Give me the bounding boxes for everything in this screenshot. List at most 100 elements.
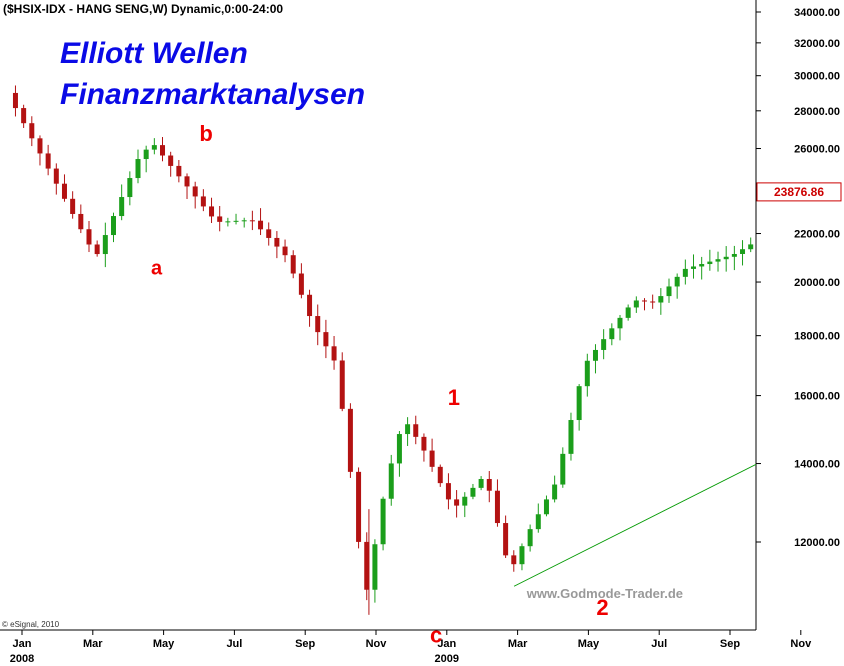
candle-body (184, 176, 190, 187)
candle-body (756, 240, 761, 245)
candle-body (773, 226, 778, 233)
candle-body (609, 328, 615, 340)
candle-body (429, 450, 435, 467)
candle-body (225, 221, 231, 223)
candle-body (707, 261, 713, 265)
candle-body (765, 233, 770, 240)
candle-body (617, 317, 623, 329)
candle-body (462, 496, 468, 506)
candle-body (192, 186, 198, 197)
candle-body (323, 332, 329, 347)
month-label: Mar (83, 638, 103, 650)
price-axis: 12000.00 14000.00 16000.00 18000.00 20000.00… (756, 7, 840, 549)
annotation: b (199, 121, 212, 146)
candle-body (437, 466, 443, 484)
candle-body (143, 149, 149, 160)
candle-body (266, 229, 272, 238)
candle-body (454, 499, 460, 506)
price-tick-label: 30000.00 (794, 71, 840, 83)
title-line-2: Finanzmarktanalysen (60, 78, 365, 111)
candle-body (364, 541, 370, 590)
candle-body (568, 420, 574, 454)
month-label: May (578, 638, 600, 650)
candle-body (200, 196, 206, 207)
candle-body (176, 165, 182, 177)
candle-body (331, 346, 337, 361)
candle-body (102, 235, 108, 255)
candle-body (470, 487, 476, 497)
candle-body (797, 213, 802, 216)
wave-annotations: abc123bac4e?RallyansageEinstieg: 19995St… (151, 121, 609, 648)
annotation: 2 (596, 595, 608, 620)
candle-body (503, 523, 509, 556)
watermark: www.Godmode-Trader.de (526, 586, 683, 601)
price-tick-label: 18000.00 (794, 331, 840, 343)
candle-body (805, 213, 810, 222)
title-line-1: Elliott Wellen (60, 37, 248, 70)
candle-body (723, 256, 729, 260)
candle-body (29, 123, 35, 139)
month-label: Jan (437, 638, 456, 650)
candle-body (290, 255, 296, 274)
candle-body (584, 360, 590, 387)
candle-body (12, 92, 18, 109)
candle-body (625, 307, 631, 318)
price-tick-label: 22000.00 (794, 229, 840, 241)
candle-body (21, 108, 27, 124)
candle-body (699, 264, 705, 267)
candle-body (715, 259, 721, 262)
candle-body (535, 514, 541, 530)
lower-trendline (513, 463, 756, 587)
month-label: May (153, 638, 175, 650)
candle-body (249, 220, 255, 222)
candle-body (519, 546, 525, 565)
price-tick-label: 34000.00 (794, 7, 840, 19)
candle-body (372, 544, 378, 590)
candle-body (731, 253, 737, 257)
candle-body (380, 498, 386, 545)
month-label: Mar (508, 638, 528, 650)
annotation: c (430, 622, 442, 647)
month-label: Nov (366, 638, 388, 650)
candle-body (682, 268, 688, 277)
candle-body (339, 360, 345, 409)
candle-body (258, 220, 264, 230)
candle-body (658, 296, 664, 303)
candle-body (298, 273, 304, 295)
month-label: Nov (790, 638, 812, 650)
candle-body (61, 183, 67, 199)
candle-body (209, 206, 215, 217)
candle-body (388, 463, 394, 499)
chart-header: ($HSIX-IDX - HANG SENG,W) Dynamic,0:00-2… (3, 2, 283, 16)
candle-body (315, 316, 321, 333)
annotation: a (151, 257, 163, 279)
candle-body (543, 499, 549, 515)
candle-body (421, 436, 427, 451)
candle-body (45, 153, 51, 169)
candle-body (666, 286, 672, 297)
price-tick-label: 14000.00 (794, 459, 840, 471)
candle-body (601, 339, 607, 350)
price-tick-label: 26000.00 (794, 144, 840, 156)
candle-body (478, 479, 484, 488)
annotation: 1 (448, 385, 460, 410)
candle-body (347, 408, 353, 472)
candle-body (650, 301, 656, 303)
time-axis: JanMarMayJulSepNovJanMarMayJulSepNovJanM… (10, 630, 812, 665)
candle-body (691, 266, 697, 269)
candle-body (560, 453, 566, 485)
month-label: Sep (295, 638, 315, 650)
candle-body (233, 220, 239, 222)
candle-body (168, 155, 174, 166)
candle-body (641, 300, 647, 302)
price-flag-box (756, 182, 842, 202)
candle-body (789, 217, 794, 220)
candle-body (127, 178, 133, 198)
candle-body (674, 276, 680, 287)
candle-body (160, 145, 166, 156)
month-label: Jan (13, 638, 32, 650)
candle-body (396, 434, 402, 464)
candle-body (552, 484, 558, 500)
candle-body (135, 159, 141, 179)
